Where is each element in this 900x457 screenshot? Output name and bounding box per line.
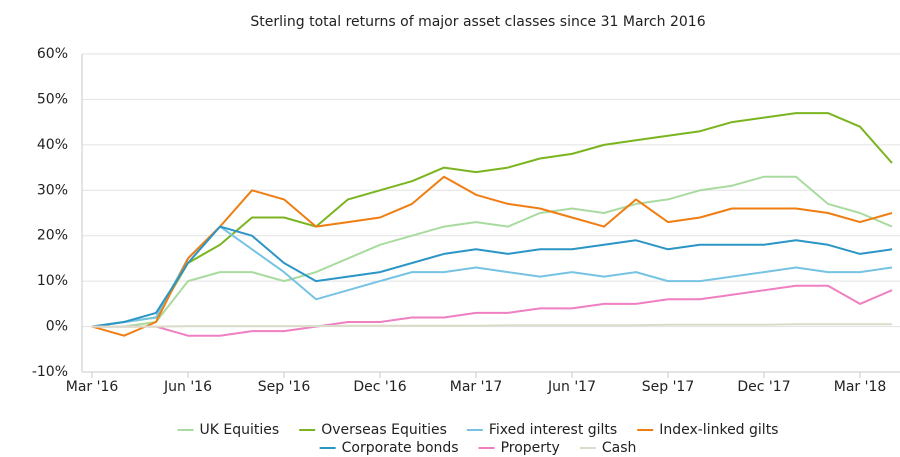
series-line [91,175,893,337]
legend-label: Overseas Equities [321,422,447,438]
y-tick-label: 50% [37,91,68,107]
x-tick-label: Mar '16 [66,379,119,395]
legend-label: Property [501,440,560,456]
x-tick-label: Sep '17 [642,379,695,395]
x-tick-label: Mar '17 [450,379,503,395]
legend-label: Cash [602,440,637,456]
series-line [91,112,893,328]
x-tick-label: Jun '17 [547,379,596,395]
x-tick-label: Dec '17 [737,379,790,395]
y-tick-label: -10% [32,364,68,380]
y-tick-label: 30% [37,182,68,198]
y-tick-label: 20% [37,228,68,244]
series-line [92,323,892,328]
x-tick-label: Mar '18 [834,379,887,395]
series-line [92,284,893,337]
legend-item: Fixed interest gilts [466,422,617,438]
series-line [92,175,893,328]
legend-label: Fixed interest gilts [489,422,617,438]
y-tick-label: 0% [46,319,68,335]
x-tick-label: Jun '16 [163,379,212,395]
legend-label: UK Equities [200,422,280,438]
y-tick-label: 10% [37,273,68,289]
legend-item: Index-linked gilts [637,422,778,438]
y-tick-label: 40% [37,137,68,153]
legend-label: Index-linked gilts [659,422,778,438]
series-line [91,225,893,328]
x-tick-label: Dec '16 [353,379,406,395]
series-line [91,225,893,328]
legend-item: Property [478,440,560,456]
legend-item: Overseas Equities [299,422,447,438]
legend-item: UK Equities [177,422,280,438]
y-tick-label: 60% [37,46,68,62]
legend-item: Cash [579,440,637,456]
legend-label: Corporate bonds [342,440,459,456]
chart-title: Sterling total returns of major asset cl… [250,14,705,30]
legend-item: Corporate bonds [319,440,459,456]
x-tick-label: Sep '16 [258,379,311,395]
